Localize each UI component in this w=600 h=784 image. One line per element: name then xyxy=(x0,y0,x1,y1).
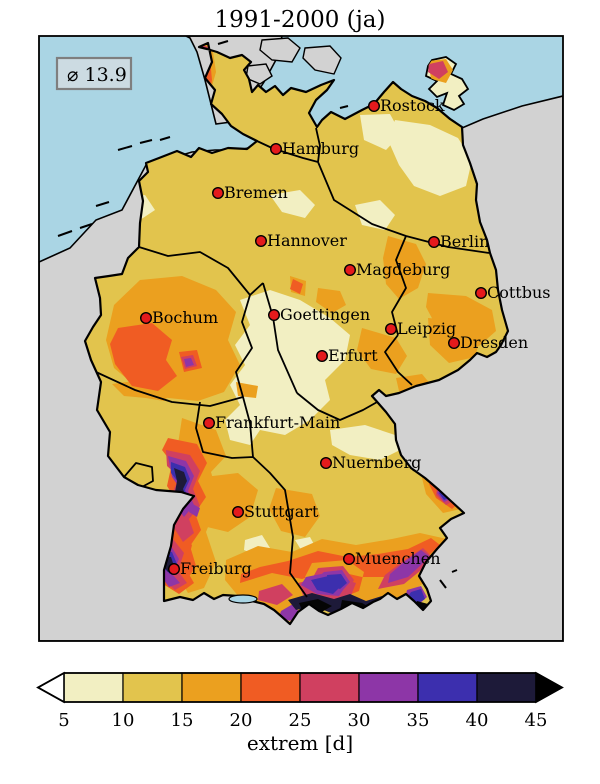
city-label-frankfurt-main: Frankfurt-Main xyxy=(215,413,340,432)
colorbar-segment-2 xyxy=(181,672,242,703)
coastal-islands xyxy=(57,40,458,589)
city-label-hamburg: Hamburg xyxy=(282,139,359,158)
city-marker-goettingen xyxy=(268,309,281,322)
colorbar-tick-35: 35 xyxy=(407,710,430,731)
colorbar-axis-label: extrem [d] xyxy=(247,731,353,755)
city-label-dresden: Dresden xyxy=(460,333,528,352)
city-marker-magdeburg xyxy=(344,264,357,277)
city-label-hannover: Hannover xyxy=(267,231,347,250)
land-mass-danish-isle-2 xyxy=(302,45,342,75)
germany-outline xyxy=(83,41,510,626)
city-label-nuernberg: Nuernberg xyxy=(332,453,421,472)
city-label-magdeburg: Magdeburg xyxy=(356,260,450,279)
mean-value-box: ⌀ 13.9 xyxy=(55,56,133,91)
cities-layer: Rostock Hamburg Bremen Hannover Berlin Magdeb… xyxy=(139,96,551,578)
colorbar-segment-4 xyxy=(299,672,360,703)
city-label-stuttgart: Stuttgart xyxy=(244,502,319,521)
state-borders xyxy=(95,127,490,598)
city-label-erfurt: Erfurt xyxy=(328,346,378,365)
city-marker-bremen xyxy=(211,186,224,199)
colorbar-segment-6 xyxy=(417,672,478,703)
colorbar-segment-1 xyxy=(122,672,183,703)
colorbar: 5 10 15 20 25 30 35 40 45 extrem [d] xyxy=(36,671,564,755)
colorbar-tick-15: 15 xyxy=(171,710,194,731)
mean-value-text: ⌀ 13.9 xyxy=(67,64,127,86)
city-label-rostock: Rostock xyxy=(380,96,445,115)
city-marker-stuttgart xyxy=(231,506,244,519)
colorbar-tick-5: 5 xyxy=(58,710,69,731)
city-label-freiburg: Freiburg xyxy=(180,559,252,578)
city-marker-rostock xyxy=(368,99,381,112)
colorbar-tick-45: 45 xyxy=(525,710,548,731)
colorbar-tick-10: 10 xyxy=(112,710,135,731)
contour-level-15-20 xyxy=(106,43,496,617)
city-marker-bochum xyxy=(139,312,152,325)
figure-title: 1991-2000 (ja) xyxy=(215,7,386,33)
city-label-goettingen: Goettingen xyxy=(280,305,370,324)
contour-level-5-10 xyxy=(120,114,472,556)
city-marker-frankfurt-main xyxy=(202,417,215,430)
city-marker-leipzig xyxy=(385,323,398,336)
city-marker-muenchen xyxy=(343,553,356,566)
city-marker-berlin xyxy=(428,235,441,248)
colorbar-tick-25: 25 xyxy=(289,710,312,731)
colorbar-segment-5 xyxy=(358,672,419,703)
city-marker-nuernberg xyxy=(320,457,333,470)
colorbar-tick-20: 20 xyxy=(230,710,253,731)
colorbar-segments xyxy=(63,672,537,703)
colorbar-over-arrow xyxy=(535,671,564,704)
city-marker-cottbus xyxy=(475,287,488,300)
city-label-bochum: Bochum xyxy=(152,308,218,327)
map-area: ⌀ 13.9 Rostock Hamburg Bremen Hannover Berli… xyxy=(39,36,563,641)
city-marker-erfurt xyxy=(316,350,329,363)
colorbar-segment-3 xyxy=(240,672,301,703)
city-marker-dresden xyxy=(448,337,461,350)
lake-constance xyxy=(228,594,258,604)
colorbar-under-arrow xyxy=(36,671,65,704)
colorbar-outline xyxy=(36,672,564,703)
city-label-bremen: Bremen xyxy=(224,183,288,202)
city-marker-hamburg xyxy=(270,142,283,155)
colorbar-tick-40: 40 xyxy=(466,710,489,731)
city-label-berlin: Berlin xyxy=(440,232,489,251)
colorbar-segment-7 xyxy=(476,672,537,703)
map-frame xyxy=(38,35,564,642)
city-label-muenchen: Muenchen xyxy=(355,549,441,568)
land-mass-danish-isle-1 xyxy=(259,37,301,63)
colorbar-segment-0 xyxy=(63,672,124,703)
city-label-cottbus: Cottbus xyxy=(487,283,551,302)
colorbar-tick-30: 30 xyxy=(348,710,371,731)
city-marker-hannover xyxy=(254,234,267,247)
colorbar-tick-labels: 5 10 15 20 25 30 35 40 45 xyxy=(58,710,547,731)
city-label-leipzig: Leipzig xyxy=(397,319,456,338)
city-marker-freiburg xyxy=(167,563,180,576)
contour-level-20-25 xyxy=(110,44,464,599)
